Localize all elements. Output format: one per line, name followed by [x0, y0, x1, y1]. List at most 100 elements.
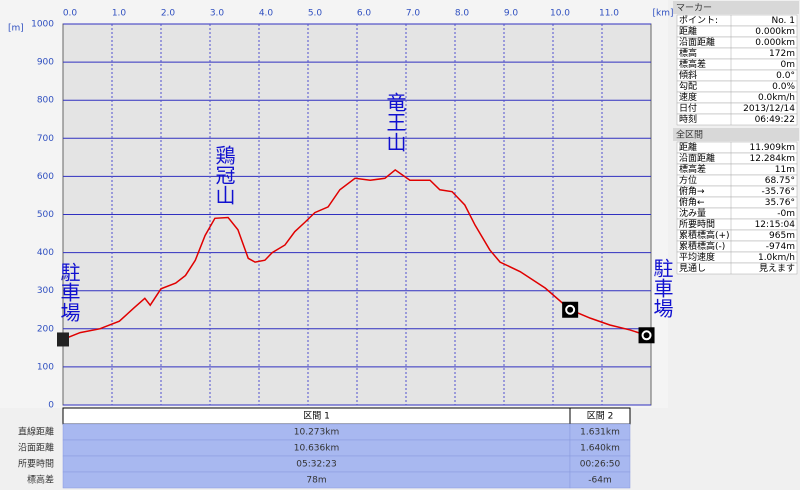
- panel-title: マーカー: [676, 3, 712, 14]
- panel-label: 所要時間: [679, 219, 715, 230]
- y-tick-label: 500: [37, 210, 54, 220]
- panel-label: 俯角→: [679, 185, 705, 197]
- table-value: 05:32:23: [296, 460, 336, 470]
- y-tick-label: 700: [37, 134, 54, 144]
- panel-label: 累積標高(+): [679, 229, 730, 241]
- panel-row: [676, 262, 798, 275]
- panel-value: 172m: [769, 49, 795, 59]
- panel-label: 傾斜: [679, 69, 697, 81]
- marker-icon: [638, 327, 655, 344]
- row-label: 直線距離: [18, 426, 54, 438]
- y-tick-label: 100: [37, 362, 54, 372]
- panel-value: 0m: [781, 60, 796, 70]
- y-unit: [m]: [8, 24, 24, 34]
- table-value: 00:26:50: [580, 460, 621, 470]
- panel-value: 2013/12/14: [743, 104, 795, 114]
- x-tick-label: 9.0: [504, 9, 519, 19]
- start-icon: [57, 332, 69, 347]
- x-unit: [km]: [652, 9, 673, 19]
- panel-label: 日付: [679, 103, 697, 114]
- panel-label: 速度: [679, 91, 697, 103]
- x-tick-label: 8.0: [455, 9, 470, 19]
- y-tick-label: 600: [37, 172, 54, 182]
- table-header: 区間 2: [587, 411, 614, 422]
- row-label: 所要時間: [18, 459, 54, 470]
- panel-value: 1.0km/h: [758, 253, 795, 263]
- annotation: 鶏冠山: [212, 145, 236, 205]
- annotation: 竜王山: [383, 92, 407, 152]
- panel-value: 0.000km: [755, 38, 795, 48]
- panel-value: 0.0%: [772, 82, 795, 92]
- x-tick-label: 7.0: [406, 9, 421, 19]
- x-tick-label: 10.0: [550, 9, 570, 19]
- panel-value: -35.76°: [761, 187, 795, 197]
- panel-label: 標高差: [679, 58, 706, 70]
- marker-icon: [562, 301, 579, 318]
- panel-value: 06:49:22: [755, 115, 795, 125]
- table-value: 1.640km: [580, 444, 620, 454]
- panel-header-bg: [673, 1, 799, 14]
- panel-value: -974m: [766, 242, 795, 252]
- x-tick-label: 11.0: [599, 9, 619, 19]
- elevation-line: [62, 168, 647, 341]
- x-tick-label: 5.0: [308, 9, 323, 19]
- panel-value: 12:15:04: [755, 220, 796, 230]
- y-tick-label: 1000: [31, 20, 54, 30]
- y-tick-label: 300: [37, 286, 54, 296]
- panel-label: 勾配: [679, 80, 697, 92]
- row-label: 沿面距離: [18, 442, 54, 454]
- panel-value: 11.909km: [750, 143, 795, 153]
- panel-value: 見えます: [759, 263, 795, 274]
- annotation: 駐車場: [650, 258, 674, 318]
- panel-label: 沈み量: [679, 207, 706, 219]
- marker-icon-ring: [565, 304, 576, 315]
- x-tick-label: 4.0: [259, 9, 274, 19]
- panel-value: 0.0°: [776, 71, 795, 81]
- x-tick-label: 0.0: [63, 9, 78, 19]
- panel-label: 時刻: [679, 113, 697, 125]
- y-tick-label: 400: [37, 248, 54, 258]
- y-tick-label: 0: [48, 401, 54, 411]
- panel-title: 全区間: [676, 129, 703, 141]
- panel-value: 965m: [769, 231, 795, 241]
- panel-label: 累積標高(-): [679, 240, 725, 252]
- table-value: 10.636km: [294, 444, 339, 454]
- panel-label: 沿面距離: [679, 152, 715, 164]
- panel-value: No. 1: [771, 16, 795, 26]
- panel-label: 標高差: [679, 163, 706, 175]
- panel-label: 俯角←: [679, 196, 705, 208]
- panel-row: [676, 113, 798, 126]
- panel-value: 0.0km/h: [758, 93, 795, 103]
- x-tick-label: 6.0: [357, 9, 372, 19]
- x-tick-label: 2.0: [161, 9, 176, 19]
- table-value: 1.631km: [580, 428, 620, 438]
- panel-label: 方位: [679, 174, 697, 186]
- panel-label: 見通し: [679, 263, 706, 274]
- panel-value: 11m: [775, 165, 795, 175]
- panel-header-bg: [673, 128, 799, 141]
- panel-value: 0.000km: [755, 27, 795, 37]
- panel-label: 距離: [679, 25, 697, 37]
- y-tick-label: 800: [37, 96, 54, 106]
- table-cell: [569, 471, 631, 489]
- panel-value: 68.75°: [765, 176, 795, 186]
- panel-label: 平均速度: [679, 251, 715, 263]
- panel-label: 沿面距離: [679, 36, 715, 48]
- row-label: 標高差: [27, 474, 54, 486]
- panel-value: 35.76°: [765, 198, 795, 208]
- table-value: 78m: [306, 476, 326, 486]
- marker-icon-ring: [641, 330, 652, 341]
- panel-label: 距離: [679, 141, 697, 153]
- table-value: 10.273km: [294, 428, 339, 438]
- panel-label: ポイント:: [679, 15, 718, 26]
- y-tick-label: 900: [37, 58, 54, 68]
- y-tick-label: 200: [37, 324, 54, 334]
- panel-label: 標高: [679, 47, 697, 59]
- x-tick-label: 3.0: [210, 9, 225, 19]
- annotation: 駐車場: [57, 262, 81, 322]
- x-tick-label: 1.0: [112, 9, 127, 19]
- table-value: -64m: [588, 476, 611, 486]
- panel-value: -0m: [777, 209, 795, 219]
